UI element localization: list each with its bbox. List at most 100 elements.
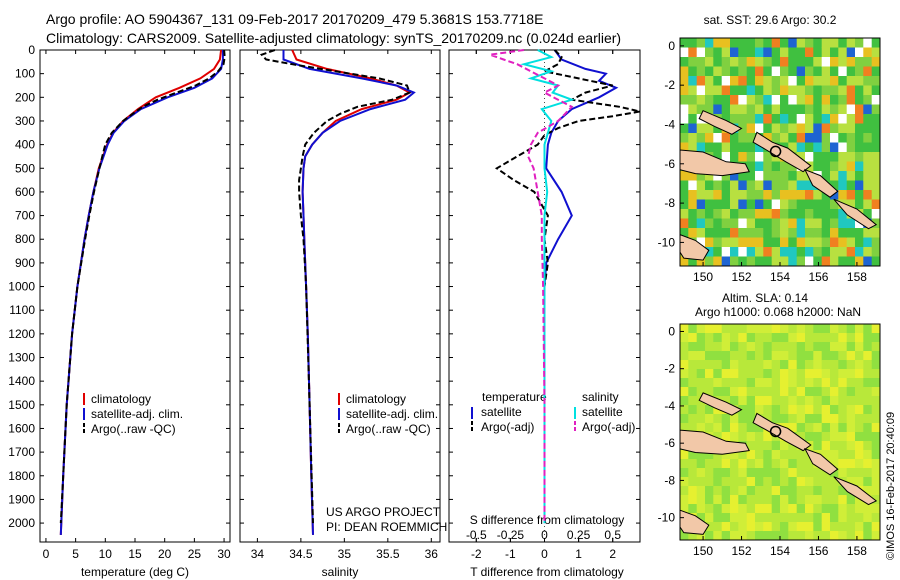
map-cell bbox=[688, 450, 698, 460]
map-cell bbox=[830, 133, 839, 143]
map-cell bbox=[721, 468, 731, 478]
map-cell bbox=[788, 171, 798, 181]
map-cell bbox=[846, 333, 856, 343]
map-cell bbox=[746, 324, 756, 334]
map-cell bbox=[755, 247, 764, 257]
map-cell bbox=[830, 95, 839, 105]
map-cell bbox=[805, 495, 814, 505]
map-cell bbox=[755, 142, 764, 153]
map-cell bbox=[705, 333, 714, 343]
map-cell bbox=[855, 76, 864, 86]
map-cell bbox=[688, 114, 698, 124]
map-cell bbox=[863, 161, 873, 172]
map-cell bbox=[721, 199, 731, 210]
map-cell bbox=[688, 531, 698, 541]
map-cell bbox=[705, 423, 714, 433]
map-cell bbox=[855, 57, 864, 67]
map-cell bbox=[755, 441, 764, 451]
map-cell bbox=[863, 333, 873, 343]
map-cell bbox=[830, 477, 839, 487]
map-cell bbox=[721, 180, 731, 191]
map-cell bbox=[855, 432, 864, 442]
map-cell bbox=[830, 47, 839, 58]
map-cell bbox=[763, 486, 773, 496]
map-cell bbox=[871, 342, 881, 352]
map-cell bbox=[796, 459, 806, 469]
map-cell bbox=[788, 209, 798, 219]
map-cell bbox=[838, 85, 848, 96]
map-cell bbox=[746, 247, 756, 257]
map-cell bbox=[730, 513, 739, 523]
map-cell bbox=[738, 209, 748, 219]
map-cell bbox=[688, 360, 698, 370]
map-cell bbox=[688, 495, 698, 505]
map-cell bbox=[696, 423, 706, 433]
map-cell bbox=[813, 369, 823, 379]
map-cell bbox=[788, 199, 798, 210]
map-cell bbox=[688, 76, 698, 86]
map-cell bbox=[855, 142, 864, 153]
map-cell bbox=[780, 47, 789, 58]
map-cell bbox=[738, 513, 748, 523]
map-cell bbox=[796, 114, 806, 124]
map-cell bbox=[738, 369, 748, 379]
map-cell bbox=[738, 228, 748, 238]
map-cell bbox=[821, 441, 831, 451]
map-cell bbox=[763, 38, 773, 48]
map-cell bbox=[780, 256, 789, 267]
map-cell bbox=[713, 414, 723, 424]
map-cell bbox=[771, 333, 781, 343]
map-cell bbox=[871, 351, 881, 361]
map-cell bbox=[771, 378, 781, 388]
argo-position-marker bbox=[769, 145, 782, 158]
map-cell bbox=[680, 387, 689, 397]
map-cell bbox=[688, 477, 698, 487]
map-cell bbox=[821, 378, 831, 388]
map-cell bbox=[846, 57, 856, 67]
map-cell bbox=[830, 324, 839, 334]
map-cell bbox=[755, 171, 764, 181]
map-cell bbox=[821, 38, 831, 48]
map-cell bbox=[855, 133, 864, 143]
map-cell bbox=[830, 387, 839, 397]
map-cell bbox=[755, 190, 764, 200]
map-cell bbox=[771, 531, 781, 541]
map-cell bbox=[680, 38, 689, 48]
map-cell bbox=[696, 180, 706, 191]
legend-label-satellite: satellite-adj. clim. bbox=[91, 407, 183, 421]
map-cell bbox=[755, 405, 764, 415]
map-cell bbox=[746, 459, 756, 469]
map-cell bbox=[830, 351, 839, 361]
map-cell bbox=[696, 237, 706, 248]
map-x-tick-label: 158 bbox=[847, 270, 867, 284]
map-cell bbox=[830, 531, 839, 541]
map-cell bbox=[763, 237, 773, 248]
x-tick-label-top: 0.25 bbox=[567, 528, 591, 542]
map-cell bbox=[738, 114, 748, 124]
map-cell bbox=[705, 450, 714, 460]
map-cell bbox=[713, 342, 723, 352]
map-cell bbox=[863, 477, 873, 487]
map-cell bbox=[730, 432, 739, 442]
map-cell bbox=[805, 477, 814, 487]
map-cell bbox=[871, 256, 881, 267]
map-cell bbox=[688, 369, 698, 379]
x-tick-label: 20 bbox=[158, 547, 172, 561]
map-cell bbox=[780, 486, 789, 496]
map-cell bbox=[688, 405, 698, 415]
map-cell bbox=[863, 66, 873, 77]
map-cell bbox=[705, 123, 714, 134]
map-cell bbox=[830, 450, 839, 460]
map-cell bbox=[863, 76, 873, 86]
map-cell bbox=[746, 190, 756, 200]
map-cell bbox=[746, 66, 756, 77]
map-cell bbox=[830, 459, 839, 469]
map-cell bbox=[696, 76, 706, 86]
map-cell bbox=[838, 396, 848, 406]
map-cell bbox=[713, 95, 723, 105]
map-cell bbox=[846, 450, 856, 460]
map-cell bbox=[746, 405, 756, 415]
legend-label-s-satellite: satellite bbox=[582, 405, 623, 419]
map-cell bbox=[705, 468, 714, 478]
map-cell bbox=[680, 57, 689, 67]
